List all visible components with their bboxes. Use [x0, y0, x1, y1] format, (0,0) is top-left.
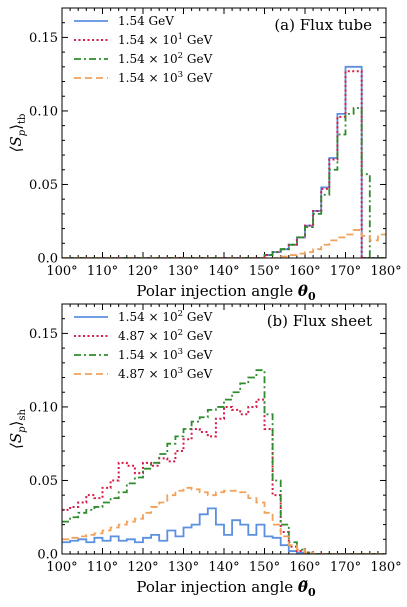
y-tick-label: 0.10 [29, 400, 58, 415]
x-axis-label: Polar injection angle θ0 [136, 282, 316, 303]
x-tick-label: 130° [168, 560, 199, 575]
panel-title: (b) Flux sheet [267, 312, 372, 330]
y-tick-label: 0.15 [29, 31, 58, 46]
x-tick-label: 140° [208, 560, 239, 575]
axes-frame [61, 303, 387, 555]
y-tick-label: 0.10 [29, 104, 58, 119]
y-tick-label: 0.0 [37, 548, 58, 563]
series-group [62, 369, 386, 554]
series-line-3 [62, 107, 386, 258]
series-line-2 [62, 398, 386, 554]
x-tick-label: 120° [127, 264, 158, 279]
legend-label: 1.54 × 102 GeV [118, 309, 213, 324]
y-tick-label: 0.0 [37, 252, 58, 267]
y-tick-label: 0.15 [29, 327, 58, 342]
x-tick-label: 170° [330, 264, 361, 279]
panel-b: 100° 110° 120° 130° 140° 150° 160° 170° 180° 0.0 0… [7, 303, 402, 599]
y-tick-label: 0.05 [29, 178, 58, 193]
legend-label: 4.87 × 102 GeV [118, 328, 213, 343]
x-tick-label: 110° [87, 560, 118, 575]
axes-frame [61, 7, 387, 259]
x-tick-label: 120° [127, 560, 158, 575]
x-tick-label: 130° [168, 264, 199, 279]
x-tick-label: 150° [249, 560, 280, 575]
x-tick-label: 180° [370, 264, 401, 279]
y-axis-label: ⟨Sp⟩tb [7, 114, 28, 153]
x-tick-label: 100° [46, 560, 77, 575]
legend-label: 1.54 GeV [118, 14, 174, 28]
series-line-1 [62, 507, 386, 554]
legend-label: 1.54 × 101 GeV [118, 32, 213, 47]
series-line-4 [62, 486, 386, 554]
legend-label: 1.54 × 102 GeV [118, 51, 213, 66]
series-line-3 [62, 369, 386, 554]
legend-label: 1.54 × 103 GeV [118, 347, 213, 362]
y-axis-label: ⟨Sp⟩sh [7, 408, 28, 449]
series-line-4 [62, 229, 386, 258]
legend-label: 4.87 × 103 GeV [118, 366, 213, 381]
legend-label: 1.54 × 103 GeV [118, 70, 213, 85]
panel-title: (a) Flux tube [274, 16, 372, 34]
x-tick-label: 150° [249, 264, 280, 279]
x-tick-label: 160° [289, 264, 320, 279]
x-tick-label: 160° [289, 560, 320, 575]
x-tick-label: 110° [87, 264, 118, 279]
y-tick-label: 0.05 [29, 474, 58, 489]
x-tick-label: 100° [46, 264, 77, 279]
series-group [62, 65, 386, 258]
series-line-2 [62, 70, 386, 258]
panel-a: 100° 110° 120° 130° 140° 150° 160° 170° 180° 0.0 0… [7, 7, 402, 303]
x-tick-label: 180° [370, 560, 401, 575]
x-tick-label: 170° [330, 560, 361, 575]
x-axis-label: Polar injection angle θ̃0 [136, 578, 316, 599]
x-tick-label: 140° [208, 264, 239, 279]
